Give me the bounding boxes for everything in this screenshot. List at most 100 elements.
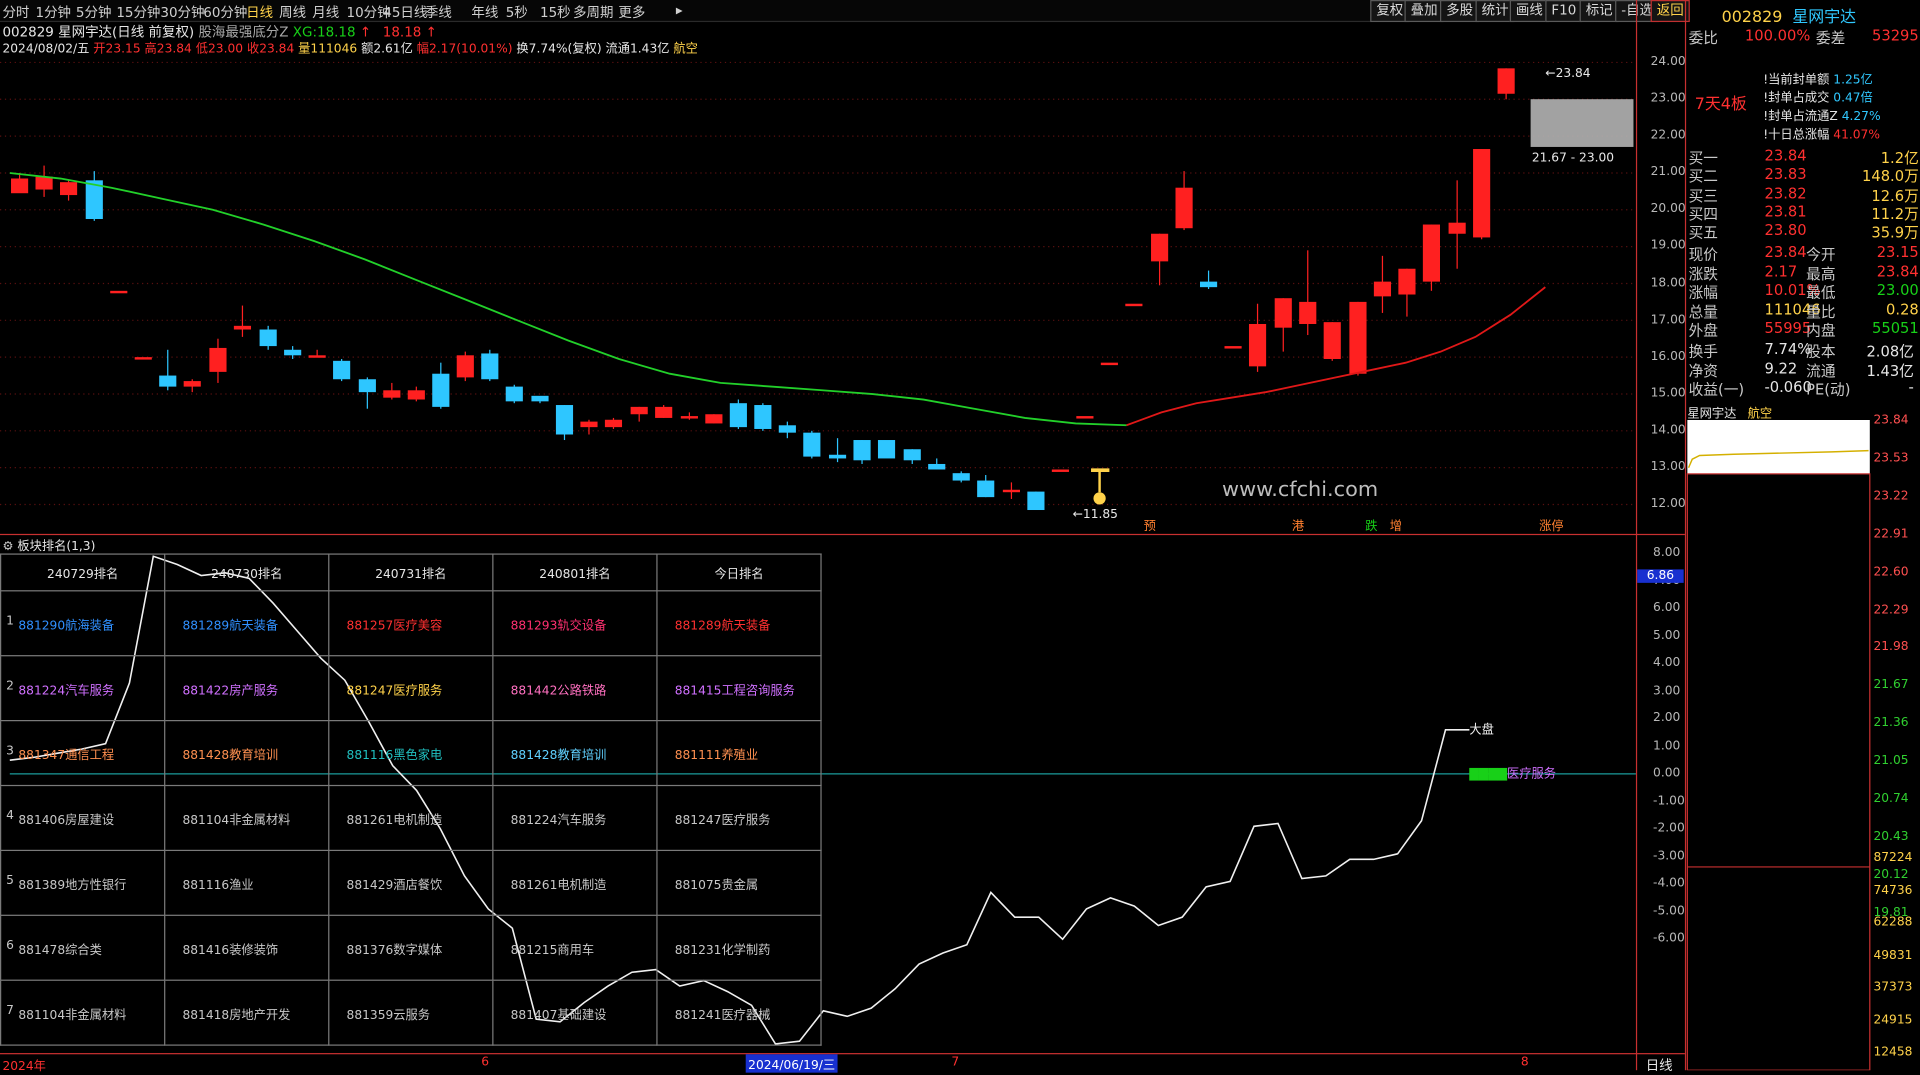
candle-0[interactable]	[11, 172, 29, 194]
candle-3[interactable]	[85, 171, 103, 221]
rank-cell[interactable]: 881289航天装备	[656, 590, 822, 657]
candle-25[interactable]	[630, 406, 648, 422]
rank-cell[interactable]: 2 881224汽车服务	[0, 655, 166, 722]
candle-19[interactable]	[481, 349, 499, 382]
period-tab-1[interactable]: 1分钟	[35, 4, 72, 21]
rank-cell[interactable]: 881442公路铁路	[492, 655, 658, 722]
period-tab-5[interactable]: 60分钟	[203, 4, 248, 21]
candle-54[interactable]	[1349, 301, 1367, 376]
rank-col-header[interactable]: 今日排名	[656, 553, 822, 592]
period-indicator[interactable]: 日线	[1645, 1057, 1673, 1074]
candle-18[interactable]	[456, 351, 474, 382]
gear-icon[interactable]: ⚙	[2, 540, 14, 554]
period-tab-3[interactable]: 15分钟	[116, 4, 161, 21]
candle-26[interactable]	[655, 405, 673, 418]
candle-31[interactable]	[778, 421, 796, 439]
candle-47[interactable]	[1175, 171, 1193, 231]
toolbar-button-4[interactable]: 画线	[1509, 0, 1549, 23]
toolbar-button-1[interactable]: 叠加	[1404, 0, 1444, 23]
rank-cell[interactable]: 881116黑色家电	[328, 720, 494, 787]
rank-cell[interactable]: 881224汽车服务	[492, 784, 658, 852]
rank-col-header[interactable]: 240731排名	[328, 553, 494, 592]
rank-cell[interactable]: 881428教育培训	[164, 720, 330, 787]
rank-cell[interactable]: 881289航天装备	[164, 590, 330, 657]
candle-28[interactable]	[705, 414, 723, 424]
rank-cell[interactable]: 881429酒店餐饮	[328, 849, 494, 916]
candle-7[interactable]	[183, 379, 201, 393]
rank-cell[interactable]: 881247医疗服务	[656, 784, 822, 852]
candle-49[interactable]	[1224, 346, 1242, 349]
candle-11[interactable]	[284, 346, 302, 359]
candle-55[interactable]	[1373, 255, 1392, 313]
rank-cell[interactable]: 881215商用车	[492, 914, 658, 981]
candle-1[interactable]	[35, 165, 53, 197]
candle-16[interactable]	[407, 386, 425, 402]
period-tab-4[interactable]: 30分钟	[160, 4, 205, 21]
candle-30[interactable]	[754, 403, 772, 431]
candle-4[interactable]	[110, 290, 128, 294]
rank-col-header[interactable]: 240729排名	[0, 553, 166, 592]
candle-24[interactable]	[604, 417, 623, 429]
rank-cell[interactable]: 6 881478综合类	[0, 914, 166, 981]
candle-56[interactable]	[1398, 268, 1416, 317]
period-tab-9[interactable]: 10分钟	[346, 4, 391, 21]
rank-cell[interactable]: 881422房产服务	[164, 655, 330, 722]
candle-5[interactable]	[134, 357, 152, 360]
rank-cell[interactable]: 881415工程咨询服务	[656, 655, 822, 722]
rank-cell[interactable]: 881075贵金属	[656, 849, 822, 916]
candle-51[interactable]	[1274, 298, 1292, 352]
rank-cell[interactable]: 1 881290航海装备	[0, 590, 166, 657]
candle-17[interactable]	[432, 362, 450, 409]
toolbar-button-8[interactable]: 返回	[1650, 0, 1690, 23]
rank-cell[interactable]: 881116渔业	[164, 849, 330, 916]
candle-15[interactable]	[383, 382, 401, 400]
chart-canvas[interactable]: 21.67 - 23.00 ←23.84 ←11.85 大盘 ▇▇▇▇医疗服务 …	[0, 0, 1685, 1070]
period-tab-11[interactable]: 季线	[424, 4, 452, 21]
period-tab-8[interactable]: 月线	[312, 4, 340, 21]
candle-32[interactable]	[803, 430, 821, 459]
candle-40[interactable]	[1002, 482, 1021, 499]
candle-29[interactable]	[729, 399, 747, 429]
period-tab-13[interactable]: 5秒	[505, 4, 528, 21]
candle-60[interactable]	[1497, 68, 1515, 100]
period-tab-2[interactable]: 5分钟	[75, 4, 112, 21]
candle-46[interactable]	[1151, 233, 1169, 286]
rank-cell[interactable]: 881416装修装饰	[164, 914, 330, 981]
candle-2[interactable]	[60, 180, 78, 201]
candle-48[interactable]	[1200, 270, 1218, 289]
candle-33[interactable]	[828, 438, 847, 463]
toolbar-button-6[interactable]: 标记	[1579, 0, 1619, 23]
period-tab-12[interactable]: 年线	[471, 4, 499, 21]
rank-col-header[interactable]: 240801排名	[492, 553, 658, 592]
rank-cell[interactable]: 881104非金属材料	[164, 784, 330, 852]
rank-cell[interactable]: 881428教育培训	[492, 720, 658, 787]
candle-12[interactable]	[308, 349, 326, 358]
mini-intraday-chart[interactable]	[1685, 416, 1920, 1071]
candle-45[interactable]	[1125, 303, 1143, 307]
candle-42[interactable]	[1051, 469, 1069, 472]
indicator-name[interactable]: 股海最强底分Z	[198, 24, 289, 41]
candle-10[interactable]	[259, 325, 277, 350]
period-tab-10[interactable]: 45日线	[383, 4, 428, 21]
candle-44[interactable]	[1100, 362, 1118, 366]
candle-39[interactable]	[977, 475, 995, 498]
candle-22[interactable]	[555, 405, 574, 441]
rank-cell[interactable]: 7 881104非金属材料	[0, 979, 166, 1046]
candle-59[interactable]	[1473, 149, 1491, 240]
rank-cell[interactable]: 881261电机制造	[492, 849, 658, 916]
candle-9[interactable]	[233, 305, 252, 337]
rank-cell[interactable]: 4 881406房屋建设	[0, 784, 166, 852]
period-tab-16[interactable]: 更多	[618, 4, 646, 21]
candle-8[interactable]	[209, 338, 227, 383]
rank-cell[interactable]: 3 881347通信工程	[0, 720, 166, 787]
rank-cell[interactable]: 5 881389地方性银行	[0, 849, 166, 916]
rank-cell[interactable]: 881376数字媒体	[328, 914, 494, 981]
rank-cell[interactable]: 881293轨交设备	[492, 590, 658, 657]
period-tab-6[interactable]: 日线	[246, 4, 274, 21]
rank-cell[interactable]: 881407基础建设	[492, 979, 658, 1046]
candle-13[interactable]	[333, 358, 351, 382]
rank-cell[interactable]: 881261电机制造	[328, 784, 494, 852]
candle-27[interactable]	[680, 412, 698, 420]
candle-41[interactable]	[1027, 491, 1045, 511]
candle-38[interactable]	[952, 471, 970, 483]
